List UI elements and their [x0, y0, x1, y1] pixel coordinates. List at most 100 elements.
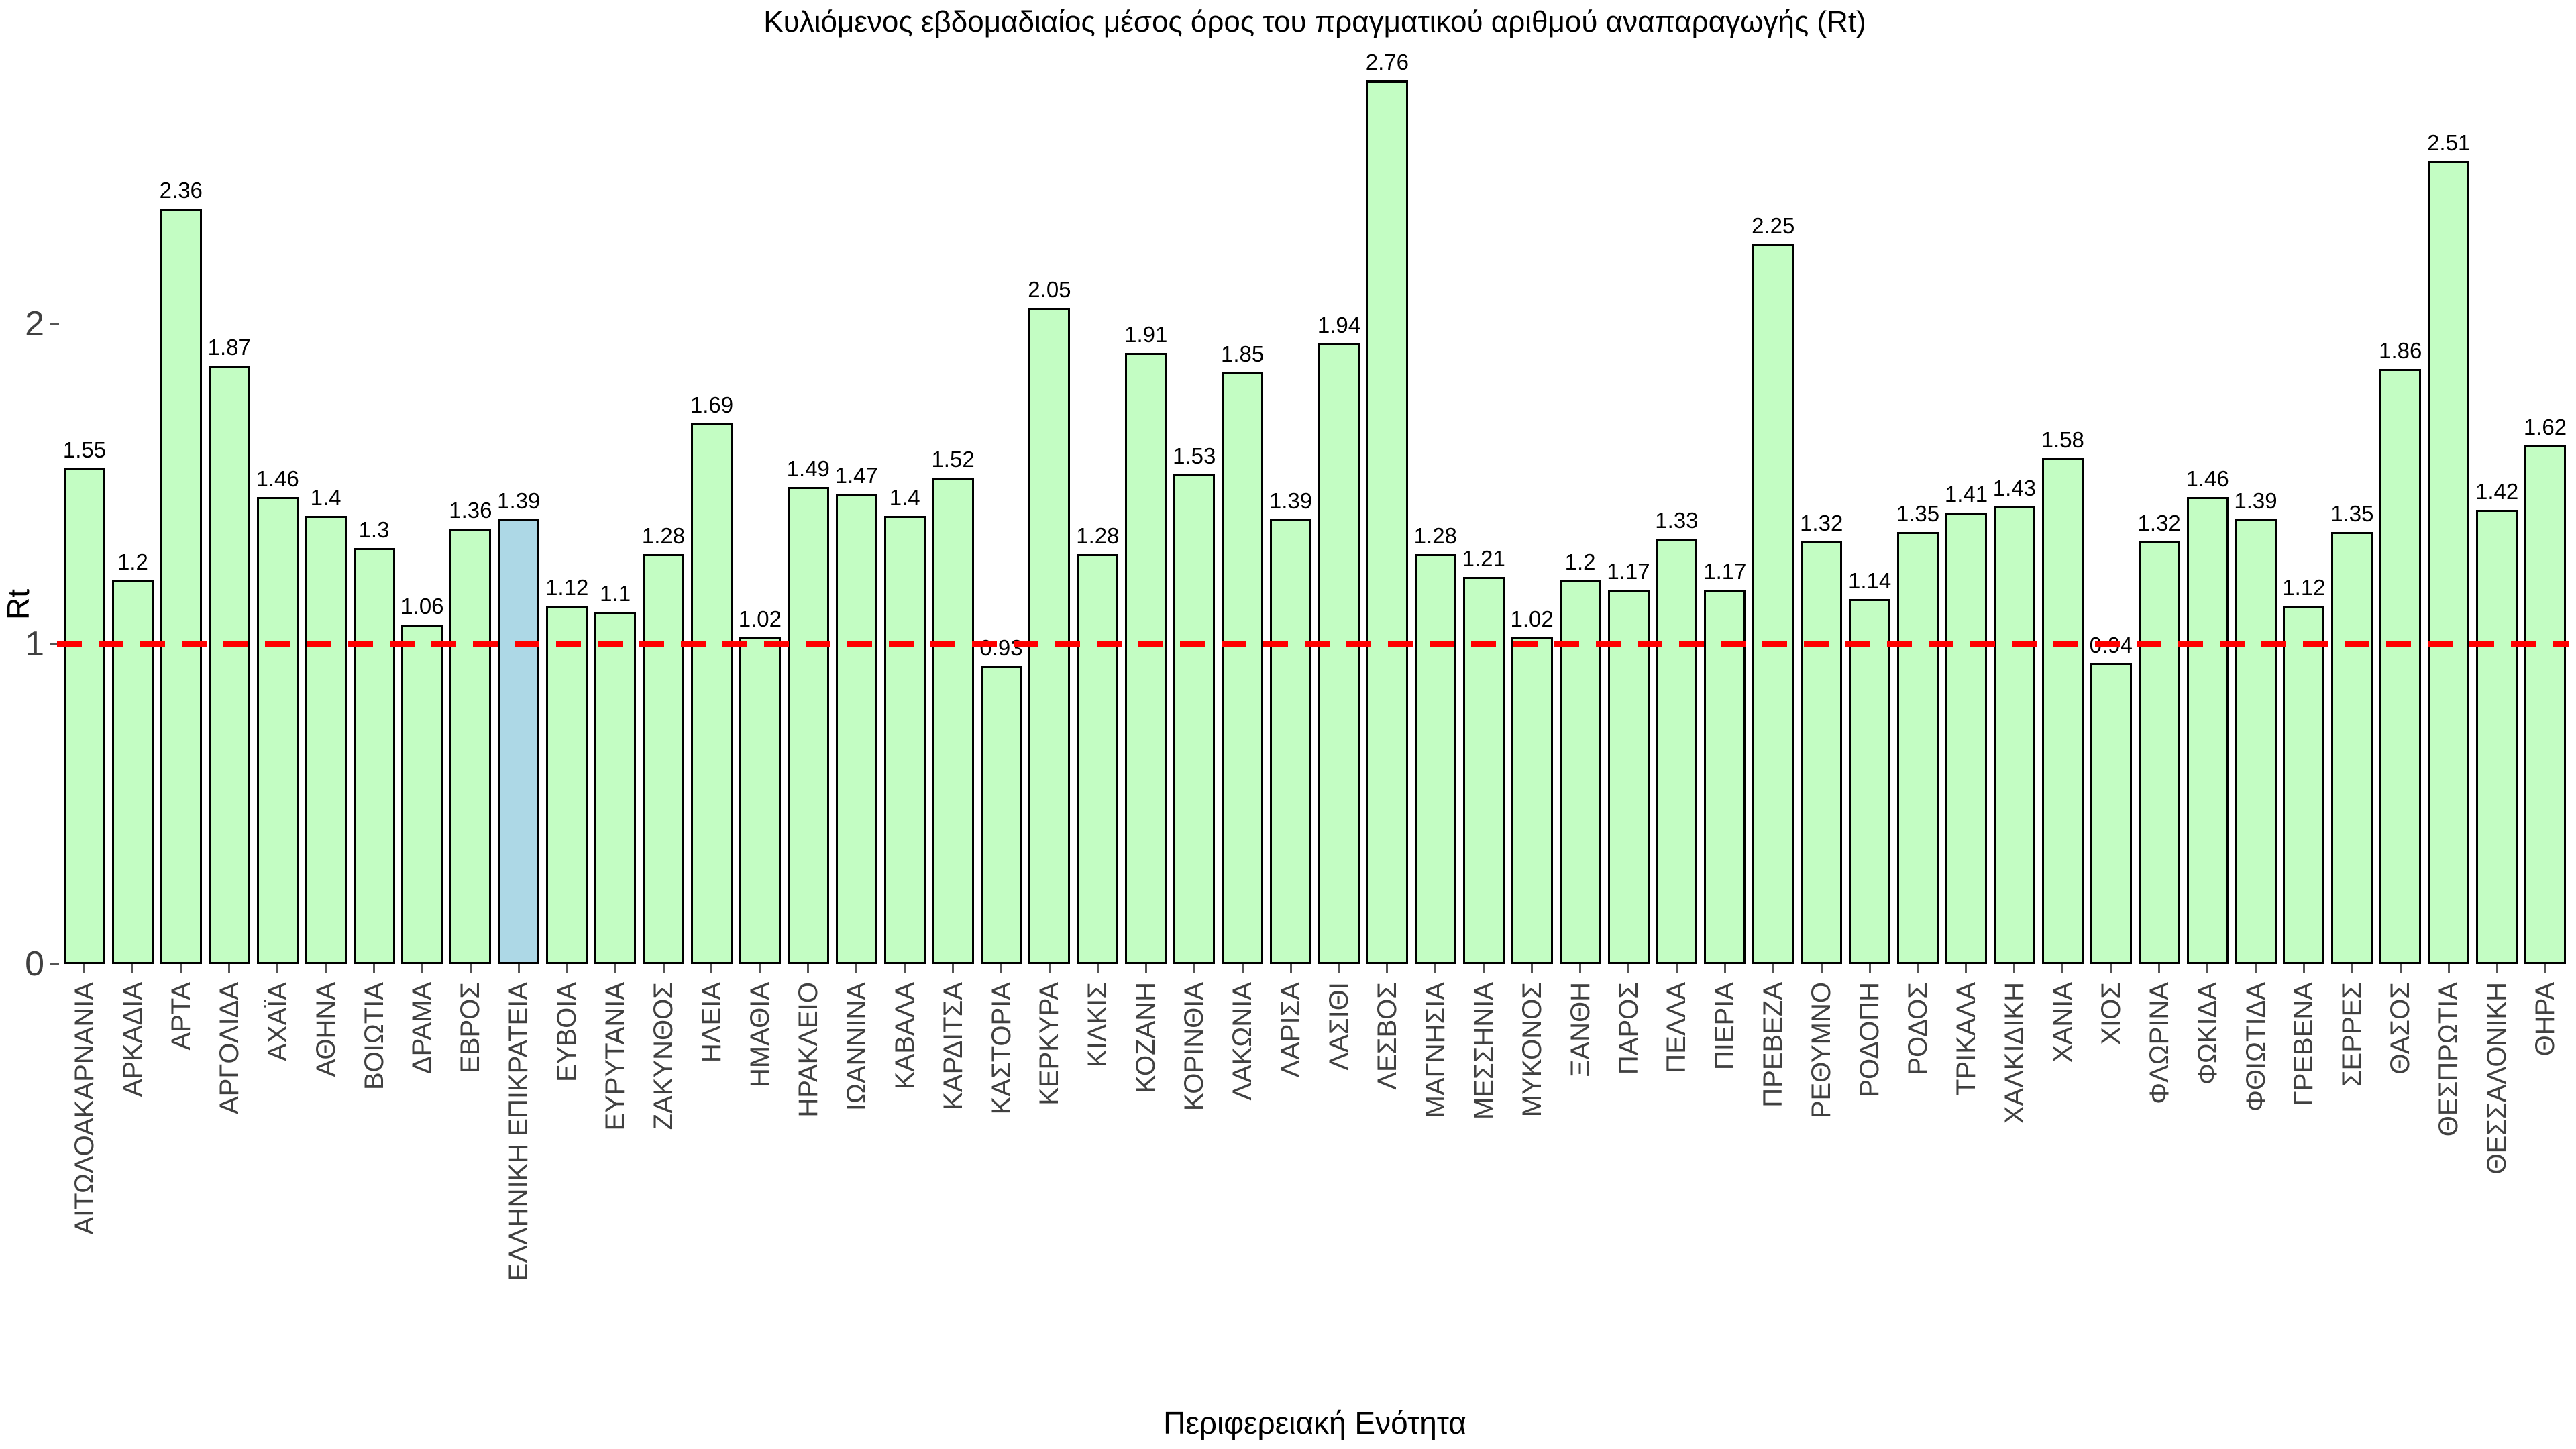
bar	[2235, 519, 2277, 964]
x-tick-mark	[421, 964, 423, 973]
x-tick-mark	[1579, 964, 1582, 973]
bar-value-label: 1.06	[400, 594, 444, 619]
bar-value-label: 1.35	[1896, 501, 1940, 527]
x-tick-mark	[952, 964, 955, 973]
bar-value-label: 1.2	[1564, 549, 1596, 574]
x-tick-mark	[1820, 964, 1823, 973]
x-tick-mark	[662, 964, 665, 973]
bar-value-label: 1.86	[2379, 337, 2422, 363]
bar-value-label: 1.58	[2041, 427, 2084, 453]
x-tick-mark	[373, 964, 375, 973]
x-tick-mark	[710, 964, 713, 973]
x-tick-mark	[1531, 964, 1534, 973]
bar	[1366, 80, 1408, 964]
bar-value-label: 2.51	[2427, 129, 2471, 155]
bar-value-label: 2.05	[1028, 277, 1071, 303]
x-tick-label: ΜΑΓΝΗΣΙΑ	[1420, 982, 1450, 1118]
bar	[1173, 474, 1216, 964]
x-tick-label: ΘΕΣΣΑΛΟΝΙΚΗ	[2482, 982, 2512, 1175]
bar	[305, 516, 347, 964]
bar	[594, 612, 637, 964]
x-tick-label: ΘΕΣΠΡΩΤΙΑ	[2434, 982, 2464, 1137]
bar-value-label: 1.52	[931, 446, 975, 472]
bar-value-label: 1.28	[1413, 523, 1457, 549]
x-tick-label: ΗΛΕΙΑ	[696, 982, 727, 1063]
bar	[160, 209, 202, 964]
x-tick-label: ΣΕΡΡΕΣ	[2337, 982, 2367, 1087]
bar	[1462, 576, 1505, 964]
y-tick-mark	[50, 643, 59, 645]
x-tick-mark	[1144, 964, 1147, 973]
x-tick-label: ΠΑΡΟΣ	[1613, 982, 1644, 1075]
bar-value-label: 1.39	[497, 488, 541, 513]
x-tick-mark	[2061, 964, 2064, 973]
x-tick-mark	[759, 964, 761, 973]
x-tick-mark	[566, 964, 568, 973]
x-tick-label: ΚΑΒΑΛΑ	[890, 982, 920, 1090]
bar	[1511, 637, 1553, 964]
y-tick-label: 2	[25, 305, 44, 343]
bar-value-label: 1.43	[1992, 475, 2036, 500]
bar-value-label: 1.4	[310, 485, 341, 511]
bar-value-label: 1.35	[2330, 501, 2374, 527]
x-tick-mark	[1048, 964, 1051, 973]
x-tick-mark	[807, 964, 810, 973]
x-tick-mark	[2351, 964, 2353, 973]
x-tick-mark	[1627, 964, 1629, 973]
x-tick-label: ΚΙΛΚΙΣ	[1083, 982, 1113, 1068]
x-tick-mark	[1868, 964, 1871, 973]
x-tick-mark	[180, 964, 182, 973]
x-tick-label: ΡΕΘΥΜΝΟ	[1807, 982, 1837, 1119]
x-tick-mark	[517, 964, 520, 973]
bar-value-label: 1.39	[1269, 488, 1313, 513]
bar-value-label: 1.41	[1944, 482, 1988, 507]
bar	[1222, 372, 1264, 964]
x-tick-label: ΛΑΣΙΘΙ	[1324, 982, 1354, 1071]
bar-value-label: 1.42	[2475, 478, 2519, 504]
bar-value-label: 1.02	[738, 606, 782, 632]
bar	[2138, 541, 2180, 964]
x-tick-label: ΛΑΡΙΣΑ	[1276, 982, 1306, 1078]
bar	[208, 366, 250, 964]
bar	[1801, 541, 1843, 964]
x-tick-label: ΞΑΝΘΗ	[1565, 982, 1595, 1077]
bar	[1993, 506, 2035, 964]
x-tick-label: ΑΧΑΪΑ	[262, 982, 292, 1061]
x-tick-label: ΔΡΑΜΑ	[407, 982, 437, 1075]
bar-value-label: 1.02	[1510, 606, 1554, 632]
reference-line-rt1	[57, 641, 2569, 647]
x-tick-label: ΑΙΤΩΛΟΑΚΑΡΝΑΝΙΑ	[69, 982, 99, 1235]
bar	[111, 580, 154, 964]
x-tick-label: ΒΟΙΩΤΙΑ	[359, 982, 389, 1091]
bar	[2428, 160, 2470, 964]
bar	[449, 529, 492, 964]
bar-value-label: 1.17	[1607, 558, 1650, 584]
bar-value-label: 1.2	[117, 549, 148, 574]
bar-value-label: 1.47	[835, 462, 878, 488]
x-tick-label: ΦΛΩΡΙΝΑ	[2144, 982, 2174, 1104]
x-tick-label: ΑΡΚΑΔΙΑ	[117, 982, 148, 1097]
x-tick-mark	[1241, 964, 1244, 973]
x-tick-mark	[2255, 964, 2257, 973]
bar-value-label: 1.32	[2137, 511, 2181, 536]
x-tick-mark	[131, 964, 134, 973]
x-tick-mark	[2447, 964, 2450, 973]
bar-value-label: 2.25	[1752, 213, 1795, 238]
bar-value-label: 1.46	[256, 466, 299, 491]
x-tick-label: ΚΑΣΤΟΡΙΑ	[986, 982, 1016, 1115]
x-tick-label: ΖΑΚΥΝΘΟΣ	[649, 982, 679, 1130]
bar-value-label: 1.14	[1847, 568, 1892, 594]
y-tick-mark	[50, 323, 59, 325]
x-tick-label: ΕΛΛΗΝΙΚΗ ΕΠΙΚΡΑΤΕΙΑ	[504, 982, 534, 1281]
x-tick-label: ΗΜΑΘΙΑ	[745, 982, 775, 1087]
x-tick-label: ΧΑΝΙΑ	[2047, 982, 2078, 1063]
x-tick-mark	[83, 964, 86, 973]
x-tick-mark	[1723, 964, 1726, 973]
bar-value-label: 1.28	[1076, 523, 1120, 549]
bar	[1607, 589, 1650, 964]
x-tick-label: ΕΥΒΟΙΑ	[552, 982, 582, 1082]
x-tick-label: ΚΕΡΚΥΡΑ	[1034, 982, 1065, 1106]
bar	[1897, 532, 1939, 964]
x-tick-label: ΚΑΡΔΙΤΣΑ	[938, 982, 968, 1110]
bar	[787, 487, 829, 964]
